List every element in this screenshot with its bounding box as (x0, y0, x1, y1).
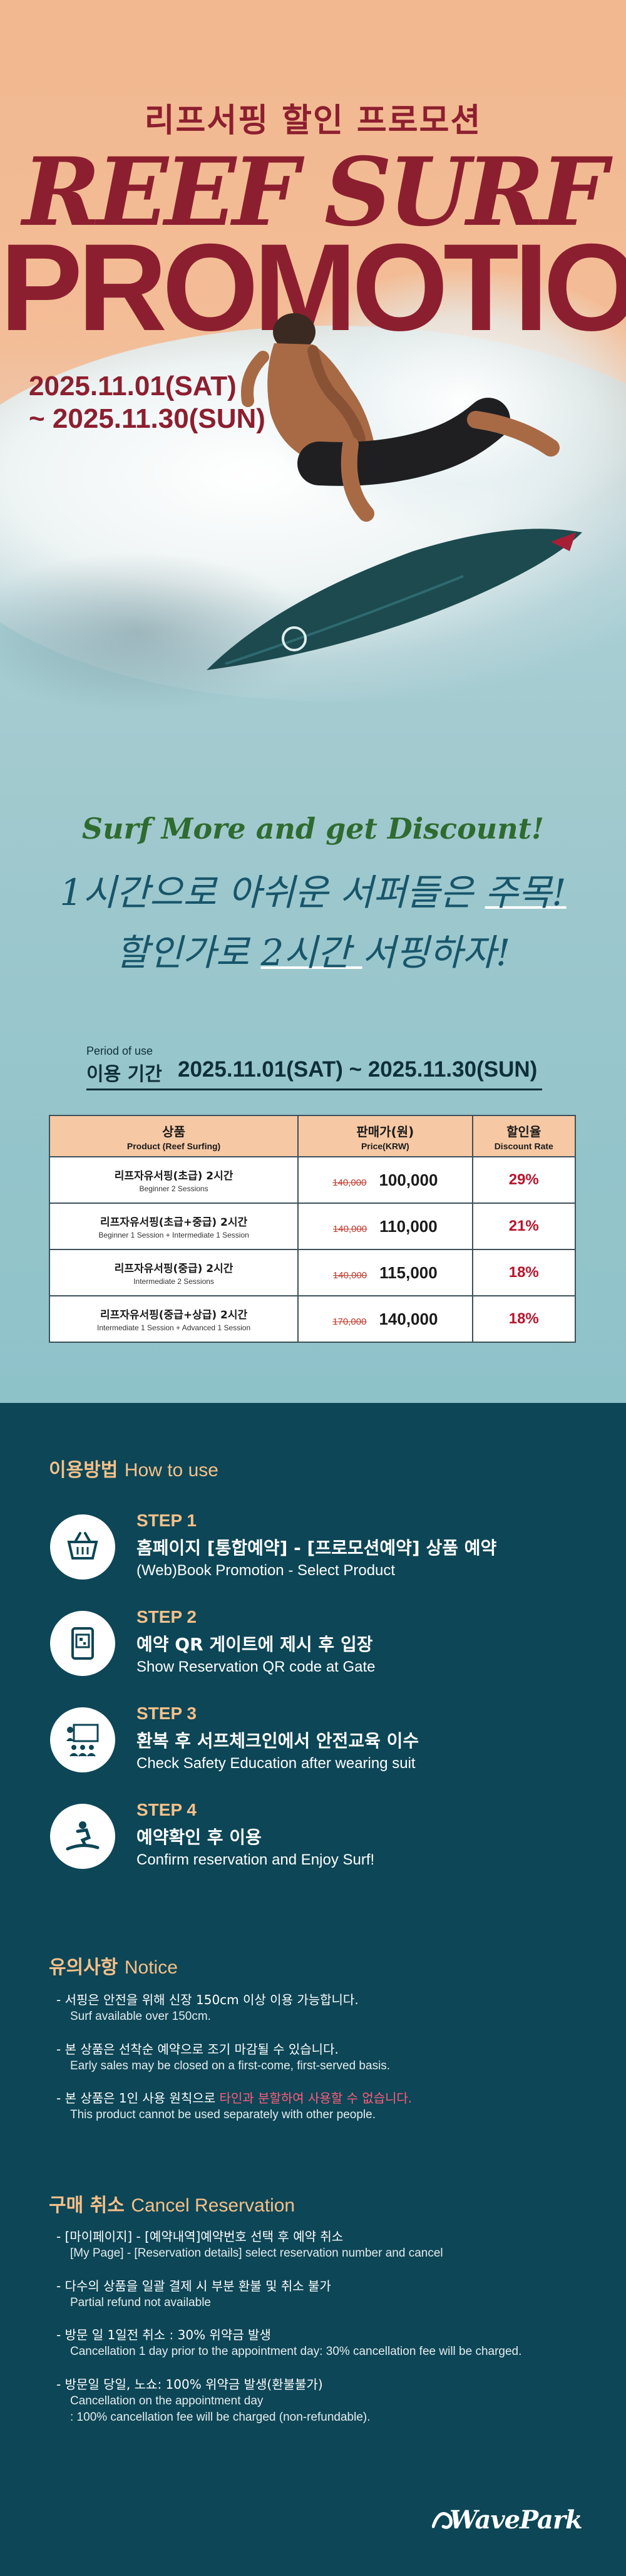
surfer-icon (50, 1804, 115, 1869)
list-item: - 다수의 상품을 일괄 결제 시 부분 환불 및 취소 불가 Partial … (56, 2278, 331, 2309)
rate-cell: 18% (471, 1295, 577, 1343)
step-text-en: Show Reservation QR code at Gate (136, 1658, 376, 1675)
period-label-ko: 이용 기간 (86, 1063, 162, 1085)
how-to-use-title: 이용방법 How to use (49, 1459, 218, 1481)
slogan-korean-line2-overlay: 할인가로 2시간 서핑하자! (115, 931, 511, 974)
step-text-ko: 예약확인 후 이용 (136, 1827, 262, 1848)
step-number: STEP 2 (136, 1607, 197, 1627)
price-cell: 140,000 115,000 (297, 1249, 473, 1296)
step-3: STEP 3 환복 후 서프체크인에서 안전교육 이수 Check Safety… (49, 1704, 587, 1785)
step-text-en: Confirm reservation and Enjoy Surf! (136, 1851, 375, 1868)
notice-title: 유의사항 Notice (49, 1957, 178, 1979)
step-number: STEP 4 (136, 1800, 197, 1819)
list-item: - 서핑은 안전을 위해 신장 150cm 이상 이용 가능합니다. Surf … (56, 1992, 359, 2023)
hero-banner: 리프서핑 할인 프로모션 REEF SURF PROMOTION 2025.11… (0, 0, 626, 752)
table-row: 리프자유서핑(초급) 2시간 Beginner 2 Sessions 140,00… (48, 1156, 577, 1204)
table-row: 리프자유서핑(초급+중급) 2시간 Beginner 1 Session + In… (48, 1203, 577, 1250)
logo-text: WavePark (449, 2505, 583, 2535)
rate-cell: 21% (471, 1203, 577, 1250)
list-item: - 본 상품은 1인 사용 원칙으로 타인과 분할하여 사용할 수 없습니다. … (56, 2091, 413, 2122)
title-reef-surf: REEF SURF (22, 137, 607, 247)
step-text-ko: 홈페이지 [통합예약] - [프로모션예약] 상품 예약 (136, 1538, 497, 1558)
header-product: 상품 Product (Reef Surfing) (48, 1115, 299, 1157)
qr-code-icon (50, 1611, 115, 1676)
cancel-title: 구매 취소 Cancel Reservation (49, 2195, 295, 2216)
step-text-ko: 예약 QR 게이트에 제시 후 입장 (136, 1634, 373, 1655)
product-cell: 리프자유서핑(중급) 2시간 Intermediate 2 Sessions (48, 1249, 299, 1296)
list-item: - 방문 일 1일전 취소 : 30% 위약금 발생 Cancellation … (56, 2327, 522, 2359)
header-discount: 할인율 Discount Rate (471, 1115, 577, 1157)
step-text-en: (Web)Book Promotion - Select Product (136, 1562, 396, 1579)
product-cell: 리프자유서핑(초급+중급) 2시간 Beginner 1 Session + In… (48, 1203, 299, 1250)
promotion-start-date: 2025.11.01(SAT) (29, 371, 237, 401)
step-4: STEP 4 예약확인 후 이용 Confirm reservation and… (49, 1800, 587, 1881)
period-label-en: Period of use (86, 1045, 153, 1057)
slogan-korean-line1-overlay: 1시간으로 아쉬운 서퍼들은 주목! (59, 871, 567, 914)
promotion-end-date: ~ 2025.11.30(SUN) (29, 403, 265, 434)
korean-title: 리프서핑 할인 프로모션 (144, 102, 482, 140)
surfer-image (241, 313, 560, 522)
wavepark-logo: WavePark (432, 2499, 583, 2543)
period-value: 2025.11.01(SAT) ~ 2025.11.30(SUN) (178, 1057, 538, 1082)
period-divider (86, 1089, 542, 1090)
price-cell: 170,000 140,000 (297, 1295, 473, 1343)
price-cell: 140,000 100,000 (297, 1156, 473, 1204)
price-table: 상품 Product (Reef Surfing) 판매가(원) Price(KRW… (48, 1115, 577, 1343)
rate-cell: 29% (471, 1156, 577, 1204)
step-number: STEP 1 (136, 1511, 197, 1530)
step-1: STEP 1 홈페이지 [통합예약] - [프로모션예약] 상품 예약 (Web… (49, 1511, 587, 1592)
table-row: 리프자유서핑(중급+상급) 2시간 Intermediate 1 Session … (48, 1295, 577, 1343)
slogan-english-overlay: Surf More and get Discount! (81, 812, 545, 846)
list-item: - 방문일 당일, 노쇼: 100% 위약금 발생(환불불가) Cancella… (56, 2376, 371, 2424)
step-text-ko: 환복 후 서프체크인에서 안전교육 이수 (136, 1730, 419, 1751)
price-cell: 140,000 110,000 (297, 1203, 473, 1250)
table-header-row: 상품 Product (Reef Surfing) 판매가(원) Price(KRW… (48, 1115, 577, 1157)
cancel-list: - [마이페이지] - [예약내역]예약번호 선택 후 예약 취소 [My Pa… (56, 2228, 595, 2441)
info-section (0, 1403, 626, 2576)
step-number: STEP 3 (136, 1704, 197, 1723)
surfboard-image (207, 529, 582, 670)
product-cell: 리프자유서핑(초급) 2시간 Beginner 2 Sessions (48, 1156, 299, 1204)
safety-education-icon (50, 1707, 115, 1772)
list-item: - 본 상품은 선착순 예약으로 조기 마감될 수 있습니다. Early sa… (56, 2041, 391, 2072)
product-cell: 리프자유서핑(중급+상급) 2시간 Intermediate 1 Session … (48, 1295, 299, 1343)
step-2: STEP 2 예약 QR 게이트에 제시 후 입장 Show Reservati… (49, 1607, 587, 1689)
step-text-en: Check Safety Education after wearing sui… (136, 1755, 416, 1772)
list-item: - [마이페이지] - [예약내역]예약번호 선택 후 예약 취소 [My Pa… (56, 2229, 443, 2260)
wave-logo-icon (432, 2511, 453, 2529)
notice-list: - 서핑은 안전을 위해 신장 150cm 이상 이용 가능합니다. Surf … (56, 1992, 595, 2139)
basket-icon (50, 1514, 115, 1580)
rate-cell: 18% (471, 1249, 577, 1296)
header-price: 판매가(원) Price(KRW) (297, 1115, 473, 1157)
table-row: 리프자유서핑(중급) 2시간 Intermediate 2 Sessions 14… (48, 1249, 577, 1296)
